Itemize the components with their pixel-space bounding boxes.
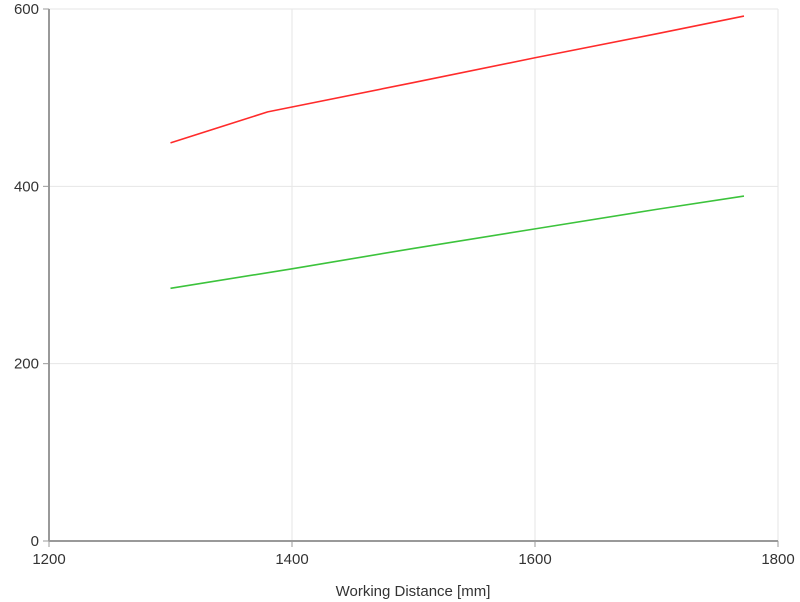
series-line-1 (170, 15, 745, 144)
series-lines (170, 15, 745, 290)
axes (43, 8, 779, 547)
tick-labels: 1200 1400 1600 1800 0 200 400 600 (14, 1, 795, 568)
x-tick-label-1600: 1600 (518, 551, 551, 568)
x-axis-title: Working Distance [mm] (336, 583, 491, 600)
x-tick-label-1800: 1800 (761, 551, 794, 568)
x-tick-label-1400: 1400 (275, 551, 308, 568)
y-tick-label-0: 0 (31, 533, 39, 550)
series-line-2 (170, 195, 745, 290)
y-tick-label-200: 200 (14, 356, 39, 373)
x-tick-label-1200: 1200 (32, 551, 65, 568)
y-tick-label-400: 400 (14, 178, 39, 195)
grid (49, 8, 779, 541)
y-tick-label-600: 600 (14, 1, 39, 18)
